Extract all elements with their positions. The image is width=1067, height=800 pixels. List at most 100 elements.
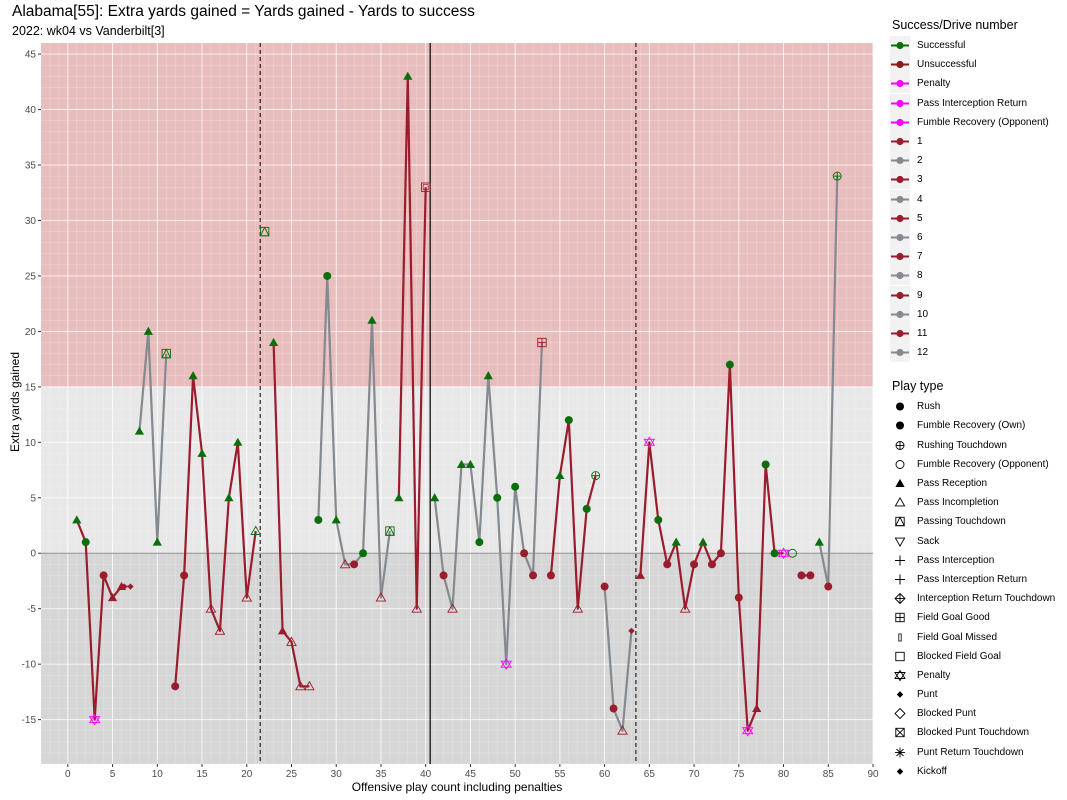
x-tick-label: 70 [689, 769, 701, 780]
legend-label: Kickoff [917, 765, 947, 777]
legend-key [890, 723, 910, 742]
legend-label: Sack [917, 535, 940, 547]
legend-key [890, 666, 910, 685]
data-point [788, 548, 797, 558]
legend-label: 3 [917, 174, 923, 186]
data-point [752, 703, 762, 712]
data-point [411, 603, 423, 613]
legend-label: Successful [917, 40, 966, 52]
data-point [654, 515, 663, 524]
data-point [609, 704, 618, 713]
y-tick-label: -5 [27, 604, 36, 615]
legend-label: Rushing Touchdown [917, 439, 1007, 451]
legend-item: 9 [890, 285, 1065, 305]
data-point [761, 460, 770, 469]
data-point [529, 571, 538, 580]
legend-item: Fumble Recovery (Opponent) [890, 455, 1065, 474]
data-point [269, 337, 279, 346]
data-point [339, 558, 351, 569]
legend-key [890, 112, 910, 132]
x-tick-label: 65 [644, 769, 656, 780]
legend-item: Pass Reception [890, 474, 1065, 493]
legend-label: Blocked Punt [917, 708, 976, 720]
legend-label: 11 [917, 327, 928, 339]
legend-key [890, 532, 910, 551]
y-tick-label: 35 [25, 161, 37, 172]
chart-title: Alabama[55]: Extra yards gained = Yards … [12, 3, 475, 20]
y-tick-label: 25 [25, 271, 37, 282]
legend-label: Punt [917, 689, 938, 701]
legend-label: 7 [917, 251, 923, 263]
data-point [537, 337, 547, 348]
legend-label: Blocked Field Goal [917, 650, 1001, 662]
data-point [600, 582, 609, 591]
x-tick-label: 55 [554, 769, 566, 780]
legend-label: 6 [917, 231, 923, 243]
x-tick-label: 50 [510, 769, 522, 780]
data-point [555, 471, 565, 480]
data-point [546, 571, 555, 580]
background-band [41, 553, 873, 764]
data-point [582, 504, 591, 513]
data-point [572, 603, 584, 613]
data-point [797, 571, 806, 580]
legend-item: 12 [890, 343, 1065, 363]
data-point [734, 593, 743, 602]
data-point [698, 537, 708, 546]
legend-key [890, 608, 910, 627]
x-tick-label: 60 [599, 769, 611, 780]
legend-playtype-list: Rush Fumble Recovery (Own) Rushing Touchdo… [890, 397, 1065, 781]
legend-label: 1 [917, 136, 923, 148]
legend-label: Fumble Recovery (Opponent) [917, 458, 1049, 470]
legend-item: Blocked Punt [890, 704, 1065, 723]
legend-item: 8 [890, 266, 1065, 286]
data-point [628, 627, 635, 635]
data-point [143, 326, 153, 335]
data-point [403, 71, 413, 80]
legend-item: Fumble Recovery (Own) [890, 416, 1065, 435]
series-line-drive-12 [603, 586, 633, 732]
data-point [152, 537, 162, 546]
data-point [617, 725, 628, 735]
data-point [430, 493, 440, 502]
data-point [375, 592, 387, 602]
data-point [564, 416, 573, 425]
legend-item: 1 [890, 132, 1065, 152]
legend-item: 5 [890, 208, 1065, 228]
data-point [286, 636, 297, 646]
data-point [591, 471, 601, 481]
legend-label: Penalty [917, 78, 951, 90]
x-tick-label: 40 [420, 769, 432, 780]
x-tick-label: 25 [286, 769, 298, 780]
legend-label: Punt Return Touchdown [917, 746, 1024, 758]
data-point [277, 626, 288, 635]
legend-key [890, 247, 910, 267]
legend-playtype-title: Play type [892, 379, 944, 394]
data-point [197, 448, 207, 457]
legend-item: Penalty [890, 666, 1065, 685]
x-tick-label: 15 [196, 769, 208, 780]
data-point [233, 437, 243, 446]
legend-label: Pass Interception Return [917, 573, 1028, 585]
legend-key [890, 397, 910, 416]
x-tick-label: 20 [241, 769, 253, 780]
legend-item: 6 [890, 227, 1065, 247]
data-point [323, 271, 332, 280]
data-point [465, 459, 476, 468]
data-point [205, 603, 217, 613]
x-tick-label: 10 [152, 769, 164, 780]
data-point [107, 593, 118, 602]
legend-item: 3 [890, 170, 1065, 190]
data-point [250, 525, 262, 535]
legend-key [890, 93, 910, 113]
legend-item: Blocked Field Goal [890, 647, 1065, 666]
legend-label: Pass Incompletion [917, 497, 999, 509]
legend-item: 4 [890, 189, 1065, 209]
legend-item: Kickoff [890, 762, 1065, 781]
data-point [679, 603, 691, 613]
legend-item: Field Goal Missed [890, 627, 1065, 646]
legend-key [890, 285, 910, 305]
legend-item: Rushing Touchdown [890, 436, 1065, 455]
legend-item: Field Goal Good [890, 608, 1065, 627]
